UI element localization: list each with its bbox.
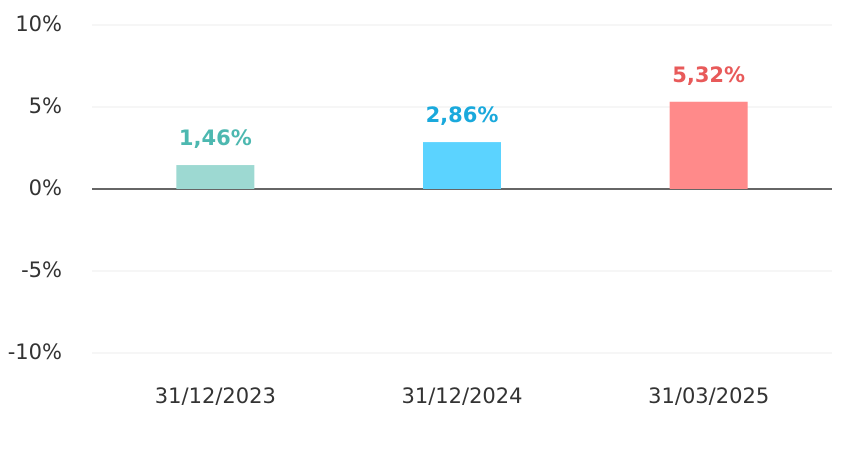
bar — [176, 165, 255, 189]
bar — [669, 101, 748, 189]
value-label: 1,46% — [179, 126, 252, 150]
y-tick-label: 0% — [29, 176, 62, 200]
y-tick-label: 10% — [15, 12, 62, 36]
x-tick-label: 31/03/2025 — [648, 384, 769, 408]
bar — [423, 142, 501, 189]
value-label: 5,32% — [672, 63, 745, 87]
x-tick-label: 31/12/2024 — [401, 384, 522, 408]
x-tick-label: 31/12/2023 — [155, 384, 276, 408]
value-label: 2,86% — [426, 103, 499, 127]
y-tick-label: -5% — [21, 258, 62, 282]
y-tick-label: -10% — [8, 340, 62, 364]
y-tick-label: 5% — [29, 94, 62, 118]
